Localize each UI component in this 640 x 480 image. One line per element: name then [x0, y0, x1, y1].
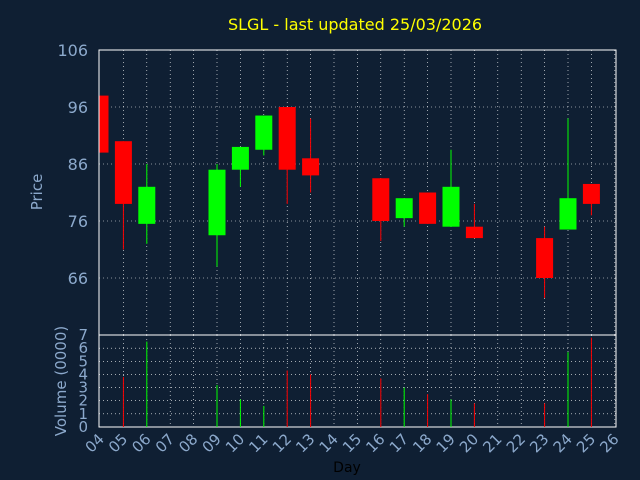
- candle: [536, 226, 554, 298]
- volume-tick-label: 0: [78, 418, 88, 436]
- candle-body: [442, 186, 460, 227]
- chart-title: SLGL - last updated 25/03/2026: [228, 15, 482, 34]
- candle: [372, 178, 390, 241]
- candle-body: [372, 178, 390, 221]
- volume-tick-label: 1: [78, 405, 88, 423]
- price-tick-label: 76: [68, 212, 88, 231]
- candle: [99, 95, 109, 153]
- volume-panel-frame: [98, 334, 617, 428]
- volume-tick-label: 5: [78, 352, 88, 370]
- candle: [559, 118, 577, 230]
- candle: [231, 146, 249, 187]
- candle: [208, 164, 226, 267]
- candles: [99, 95, 600, 298]
- price-axis: 66 76 86 96 106: [57, 41, 88, 288]
- price-tick-label: 86: [68, 155, 88, 174]
- candle: [582, 183, 600, 216]
- candle: [114, 141, 132, 250]
- candle-body: [419, 192, 437, 224]
- candle: [442, 149, 460, 227]
- candle-body: [100, 95, 109, 153]
- volume-tick-label: 2: [78, 392, 88, 410]
- volume-tick-label: 6: [78, 339, 88, 357]
- volume-bars: [122, 337, 592, 427]
- candle-body: [395, 198, 413, 219]
- candle: [465, 203, 483, 239]
- candle-body: [255, 115, 273, 150]
- volume-tick-label: 3: [78, 379, 88, 397]
- price-tick-label: 66: [68, 269, 88, 288]
- candle-body: [278, 107, 296, 170]
- candle: [419, 192, 437, 224]
- price-tick-label: 106: [57, 41, 88, 60]
- candle-body: [231, 146, 249, 170]
- candle-body: [536, 238, 554, 278]
- candle-body: [559, 198, 577, 230]
- candle-body: [302, 158, 320, 176]
- x-axis: 0405060708091011121314151617181920212223…: [82, 430, 623, 456]
- candle: [302, 118, 320, 193]
- candle-body: [138, 186, 156, 224]
- candle: [395, 198, 413, 227]
- candle: [278, 107, 296, 204]
- candle-body: [208, 169, 226, 236]
- candle-body: [114, 141, 132, 204]
- candle-body: [465, 226, 483, 239]
- x-axis-label: Day: [333, 460, 361, 476]
- candle: [255, 115, 273, 156]
- candle: [138, 164, 156, 244]
- y-axis-label: Price: [28, 174, 46, 211]
- volume-tick-label: 7: [78, 326, 88, 344]
- volume-axis-label: Volume (0000): [52, 326, 70, 436]
- volume-tick-label: 4: [78, 365, 88, 383]
- price-tick-label: 96: [68, 98, 88, 117]
- candle-body: [582, 183, 600, 204]
